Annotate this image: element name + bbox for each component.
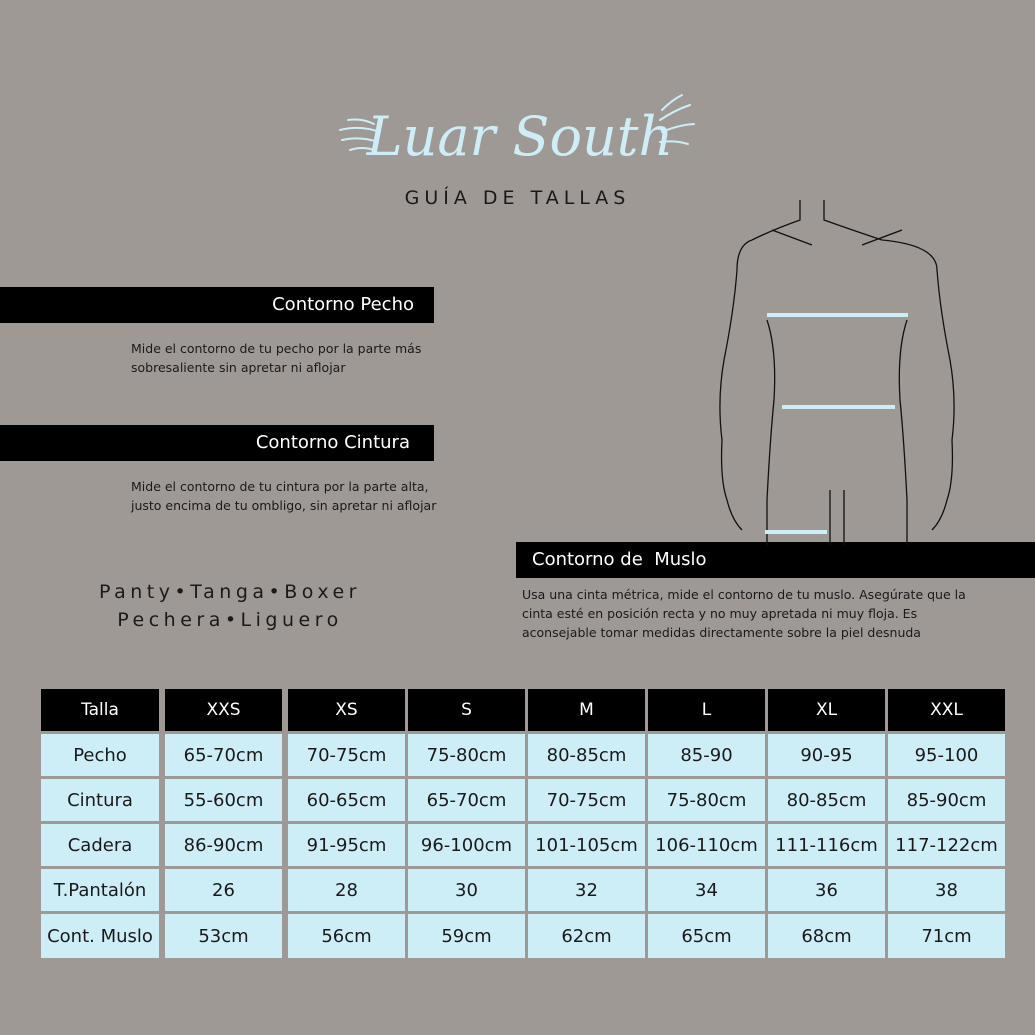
- table-header-cell: L: [648, 689, 765, 731]
- table-cell: 71cm: [888, 914, 1005, 958]
- table-cell: 75-80cm: [648, 779, 765, 821]
- section-description: Mide el contorno de tu cintura por la pa…: [131, 479, 437, 513]
- table-cell: 65-70cm: [408, 779, 525, 821]
- table-cell: 96-100cm: [408, 824, 525, 866]
- table-cell: 36: [768, 869, 885, 911]
- table-cell: 30: [408, 869, 525, 911]
- table-header-cell: XS: [288, 689, 405, 731]
- table-cell: 91-95cm: [288, 824, 405, 866]
- svg-text:Luar South: Luar South: [366, 105, 674, 168]
- product-line: Pechera•Liguero: [117, 609, 343, 631]
- section-waist-bar: Contorno Cintura: [0, 425, 434, 461]
- table-cell: 106-110cm: [648, 824, 765, 866]
- table-cell: 86-90cm: [165, 824, 282, 866]
- table-cell: 70-75cm: [528, 779, 645, 821]
- table-cell: 101-105cm: [528, 824, 645, 866]
- body-outline-illustration: [719, 200, 955, 545]
- section-description: Mide el contorno de tu pecho por la part…: [131, 341, 422, 375]
- table-cell: 75-80cm: [408, 734, 525, 776]
- table-cell: 28: [288, 869, 405, 911]
- table-cell: 55-60cm: [165, 779, 282, 821]
- table-cell: 68cm: [768, 914, 885, 958]
- table-cell: 95-100: [888, 734, 1005, 776]
- table-cell: 26: [165, 869, 282, 911]
- table-header-cell: XXS: [165, 689, 282, 731]
- table-cell: 32: [528, 869, 645, 911]
- table-header-cell: XL: [768, 689, 885, 731]
- brand-logo: Luar South: [339, 94, 695, 168]
- table-header-cell: XXL: [888, 689, 1005, 731]
- table-header-cell: Talla: [41, 689, 159, 731]
- table-cell: 80-85cm: [528, 734, 645, 776]
- section-description: Usa una cinta métrica, mide el contorno …: [522, 587, 966, 640]
- section-thigh-bar: Contorno de Muslo: [516, 542, 1035, 578]
- table-cell: 85-90cm: [888, 779, 1005, 821]
- section-title: Contorno Cintura: [255, 432, 410, 453]
- table-row-label: Pecho: [41, 734, 159, 776]
- table-cell: 38: [888, 869, 1005, 911]
- table-cell: 90-95: [768, 734, 885, 776]
- table-cell: 65cm: [648, 914, 765, 958]
- table-cell: 111-116cm: [768, 824, 885, 866]
- table-header-cell: S: [408, 689, 525, 731]
- section-chest-bar: Contorno Pecho: [0, 287, 434, 323]
- table-cell: 59cm: [408, 914, 525, 958]
- table-row-label: Cadera: [41, 824, 159, 866]
- product-line: Panty•Tanga•Boxer: [99, 581, 361, 603]
- table-cell: 80-85cm: [768, 779, 885, 821]
- table-row-label: Cont. Muslo: [41, 914, 159, 958]
- table-cell: 56cm: [288, 914, 405, 958]
- table-header-cell: M: [528, 689, 645, 731]
- table-cell: 60-65cm: [288, 779, 405, 821]
- page-title: GUÍA DE TALLAS: [404, 187, 631, 209]
- product-list: Panty•Tanga•Boxer Pechera•Liguero: [60, 578, 400, 634]
- table-cell: 65-70cm: [165, 734, 282, 776]
- table-cell: 53cm: [165, 914, 282, 958]
- table-cell: 70-75cm: [288, 734, 405, 776]
- table-cell: 34: [648, 869, 765, 911]
- section-title: Contorno Pecho: [272, 294, 414, 315]
- table-row-label: Cintura: [41, 779, 159, 821]
- table-row-label: T.Pantalón: [41, 869, 159, 911]
- section-title: Contorno de Muslo: [532, 549, 707, 570]
- table-cell: 85-90: [648, 734, 765, 776]
- table-cell: 62cm: [528, 914, 645, 958]
- table-cell: 117-122cm: [888, 824, 1005, 866]
